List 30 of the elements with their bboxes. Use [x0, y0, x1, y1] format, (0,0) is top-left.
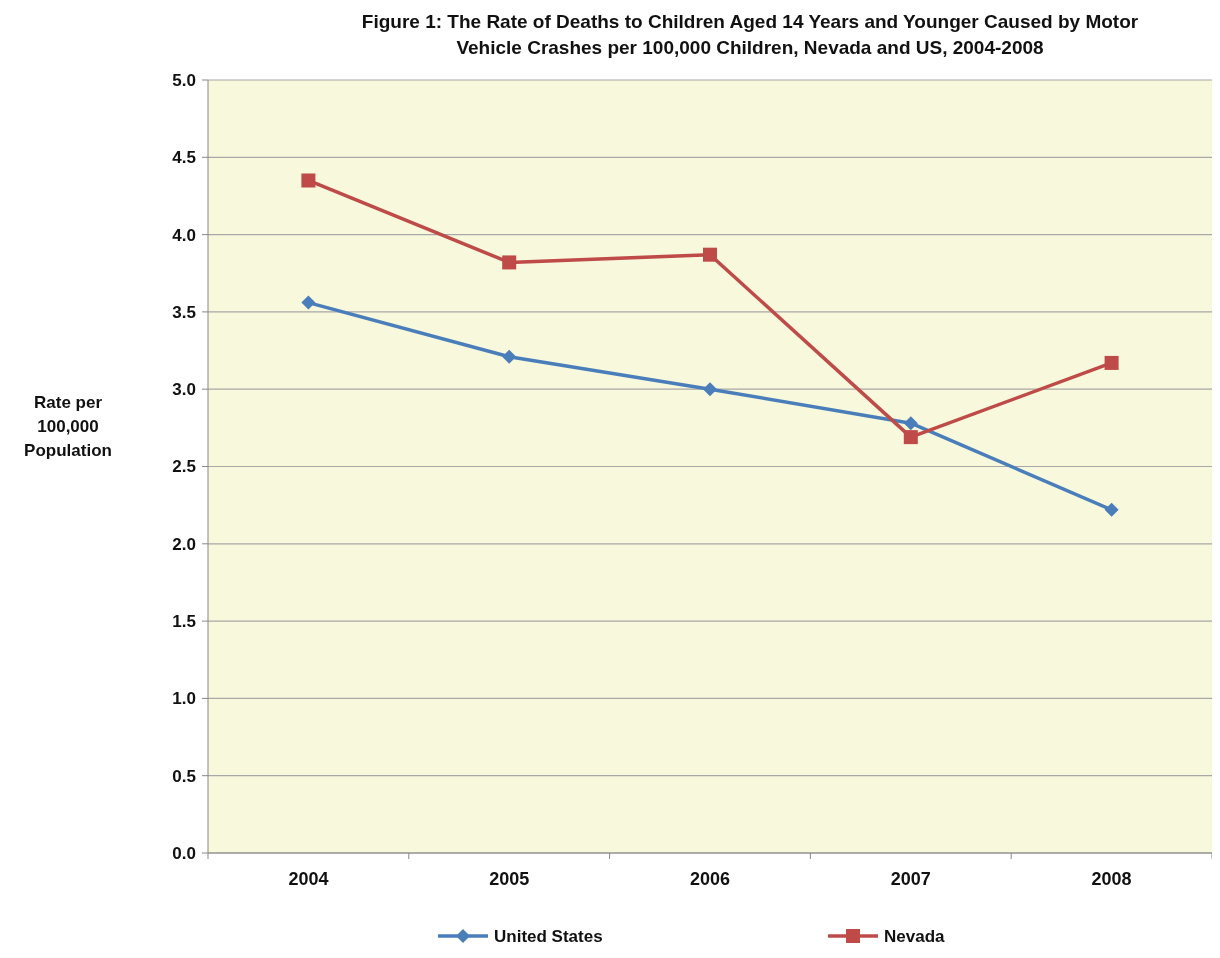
point: [1104, 355, 1119, 370]
chart-title: Figure 1: The Rate of Deaths to Children Aged 14 Years and Younger Caused by Motor Vehicle Crashes per 100,000 Children, Nevada and US, 2004-2008: [361, 11, 1139, 58]
point: [703, 247, 717, 262]
legend-label: Nevada: [884, 926, 946, 946]
x-tick-label: 2004: [288, 869, 329, 889]
point: [903, 416, 918, 431]
x-tick-label: 2008: [1091, 869, 1132, 889]
point: [301, 295, 316, 310]
point: [301, 173, 316, 188]
y-tick-label: 3.0: [172, 380, 196, 400]
point: [703, 382, 717, 397]
y-tick-label: 0.0: [172, 843, 196, 863]
point: [502, 349, 517, 364]
point: [1104, 502, 1119, 517]
y-tick-label: 1.5: [172, 612, 196, 632]
y-tick-label: 4.5: [172, 148, 196, 168]
y-tick-label: 5.0: [172, 70, 196, 90]
point: [502, 255, 517, 270]
x-tick-label: 2007: [890, 869, 931, 889]
y-tick-label: 1.0: [172, 689, 196, 709]
legend-label: United States: [494, 926, 603, 946]
x-tick-label: 2005: [489, 869, 530, 889]
y-tick-label: 3.5: [172, 302, 196, 322]
x-tick-label: 2006: [689, 869, 731, 889]
y-tick-label: 2.0: [172, 534, 196, 554]
point: [903, 430, 918, 445]
y-tick-label: 4.0: [172, 225, 196, 245]
y-axis-title: Rate per 100,000 Population: [24, 393, 112, 460]
y-tick-label: 0.5: [172, 766, 196, 786]
y-tick-label: 2.5: [172, 457, 196, 477]
